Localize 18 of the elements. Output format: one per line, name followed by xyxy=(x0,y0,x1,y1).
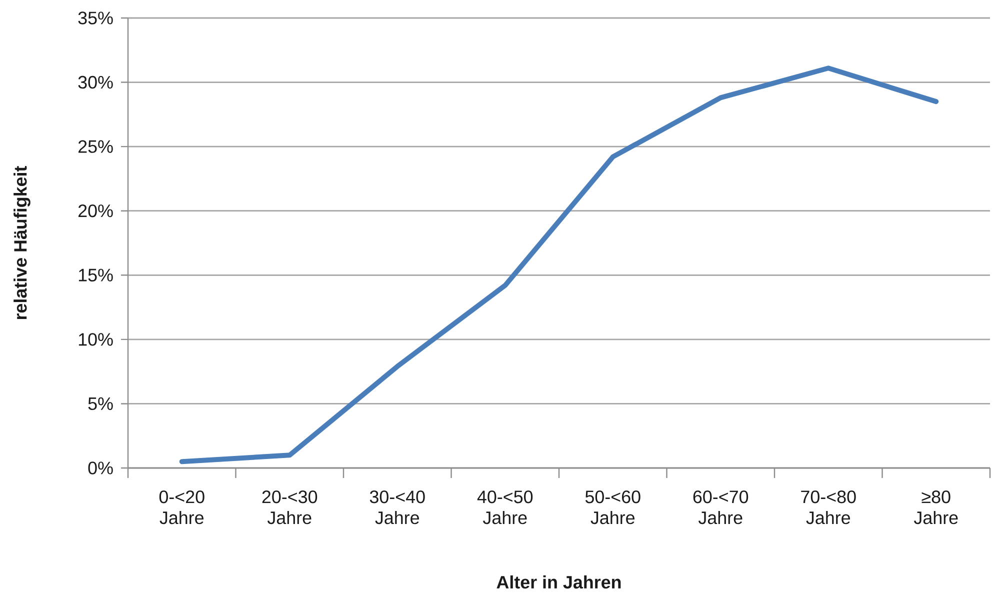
y-tick-label: 35% xyxy=(78,12,113,24)
y-tick-label: 5% xyxy=(88,397,113,410)
x-tick-label: 60-<70 Jahre xyxy=(693,490,748,524)
x-tick-label: 20-<30 Jahre xyxy=(262,490,318,524)
x-tick-label: 0-<20 Jahre xyxy=(159,490,204,524)
y-tick-label: 30% xyxy=(78,76,113,89)
y-tick-label: 10% xyxy=(78,333,113,346)
y-tick-label: 25% xyxy=(78,140,113,153)
y-tick-label: 20% xyxy=(78,204,113,218)
y-tick-label: 15% xyxy=(78,268,113,282)
x-tick-label: 30-<40 Jahre xyxy=(370,490,425,524)
x-tick-label: 50-<60 Jahre xyxy=(585,490,640,524)
x-tick-label: 40-<50 Jahre xyxy=(477,490,533,524)
y-tick-label: 0% xyxy=(88,462,113,474)
x-tick-label: 70-<80 Jahre xyxy=(801,490,856,524)
x-axis-title: Alter in Jahren xyxy=(496,575,621,589)
x-tick-label: ≥80 Jahre xyxy=(914,490,958,524)
y-axis-title: relative Häufigkeit xyxy=(14,166,30,320)
